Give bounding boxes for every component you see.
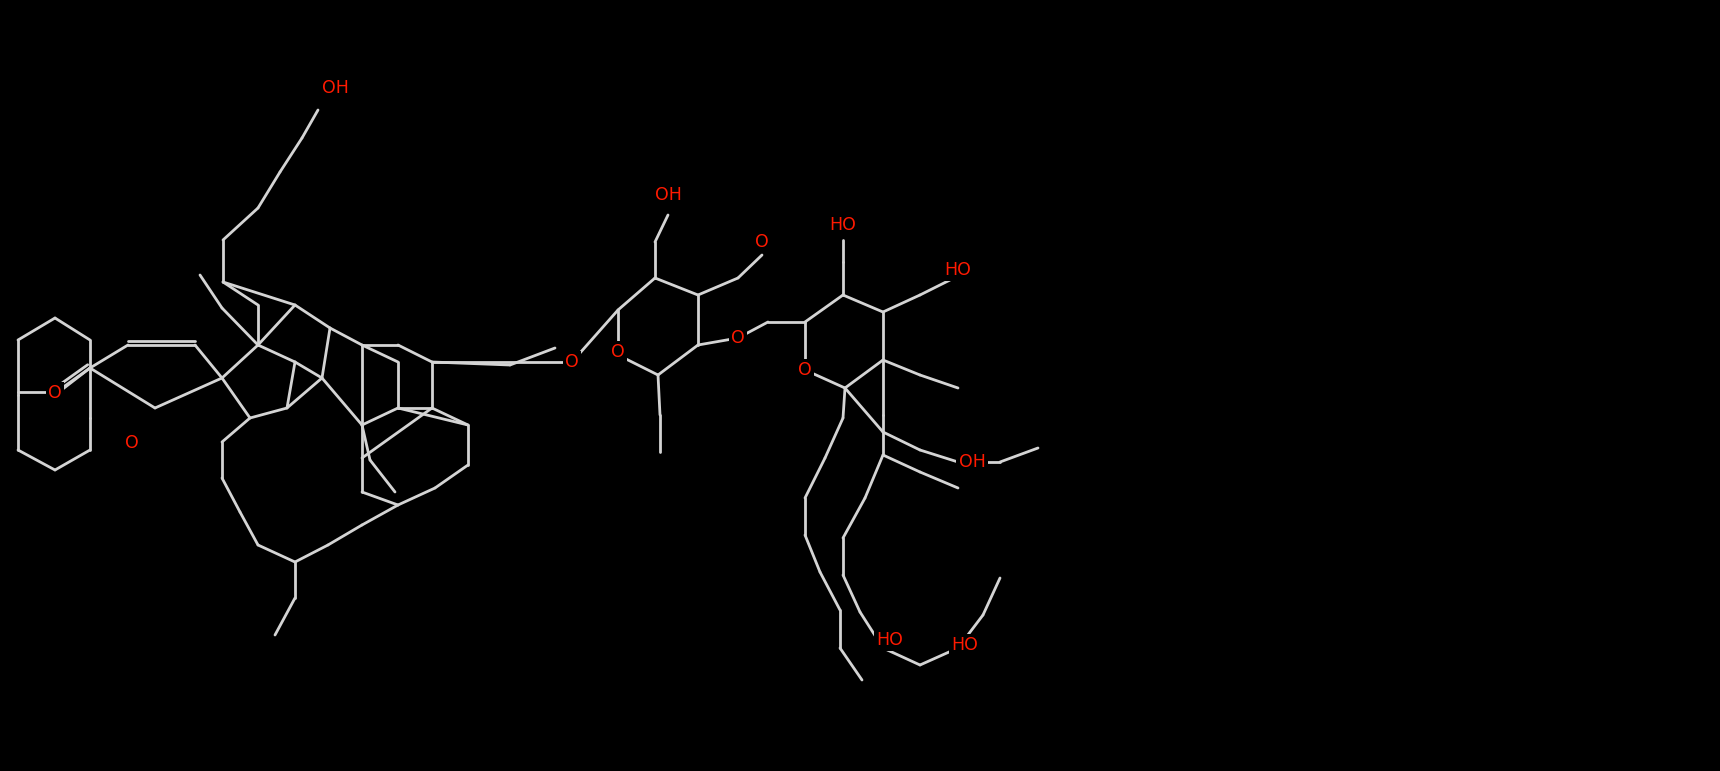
- Text: HO: HO: [877, 631, 903, 649]
- Text: OH: OH: [322, 79, 349, 97]
- Text: O: O: [126, 434, 139, 452]
- Text: O: O: [798, 361, 812, 379]
- Text: HO: HO: [951, 636, 979, 654]
- Text: O: O: [611, 343, 624, 361]
- Text: O: O: [48, 384, 62, 402]
- Text: HO: HO: [944, 261, 972, 279]
- Text: O: O: [731, 329, 745, 347]
- Text: OH: OH: [655, 186, 681, 204]
- Text: OH: OH: [958, 453, 986, 471]
- Text: HO: HO: [829, 216, 857, 234]
- Text: O: O: [755, 233, 769, 251]
- Text: O: O: [566, 353, 580, 371]
